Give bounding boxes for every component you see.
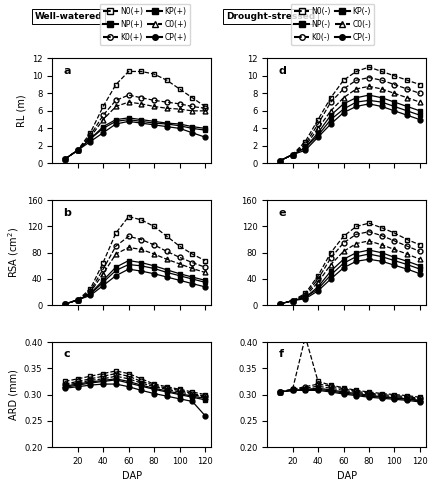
Y-axis label: ARD (mm): ARD (mm) — [8, 369, 18, 420]
Text: Drought-stressed: Drought-stressed — [226, 12, 315, 21]
Y-axis label: RSA (cm$^2$): RSA (cm$^2$) — [6, 227, 21, 278]
Text: c: c — [63, 349, 70, 359]
Y-axis label: RL (m): RL (m) — [16, 95, 26, 127]
Legend: N0(-), NP(-), K0(-), KP(-), C0(-), CP(-): N0(-), NP(-), K0(-), KP(-), C0(-), CP(-) — [290, 4, 373, 45]
Text: d: d — [278, 66, 286, 76]
Text: f: f — [278, 349, 283, 359]
Text: e: e — [278, 208, 285, 218]
Text: b: b — [63, 208, 71, 218]
Legend: N0(+), NP(+), K0(+), KP(+), C0(+), CP(+): N0(+), NP(+), K0(+), KP(+), C0(+), CP(+) — [99, 4, 190, 45]
X-axis label: DAP: DAP — [122, 471, 141, 482]
Text: a: a — [63, 66, 71, 76]
X-axis label: DAP: DAP — [336, 471, 356, 482]
Text: Well-watered: Well-watered — [35, 12, 102, 21]
